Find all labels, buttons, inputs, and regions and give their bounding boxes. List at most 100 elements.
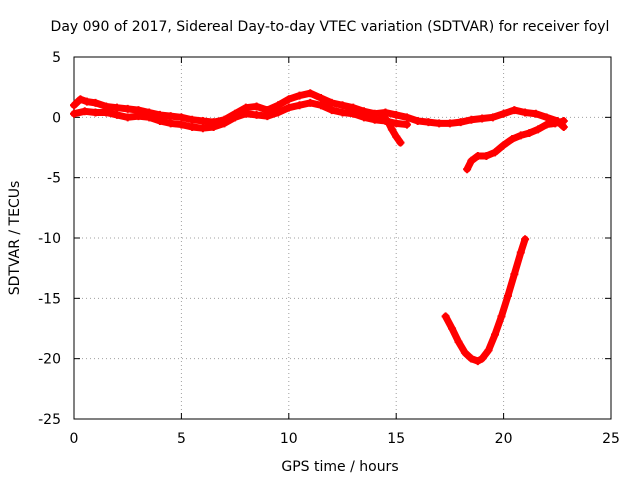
- data-point: [510, 106, 519, 115]
- data-point: [327, 106, 336, 115]
- data-point: [435, 119, 444, 128]
- data-point: [284, 103, 293, 112]
- series-band-lower: [70, 98, 411, 133]
- data-point: [123, 113, 132, 122]
- series-main-band: [70, 89, 568, 131]
- y-tick-label: -5: [47, 171, 61, 187]
- data-point: [533, 125, 542, 134]
- series-trace: [463, 117, 568, 173]
- data-point: [317, 101, 326, 110]
- data-point: [491, 148, 500, 157]
- data-point: [80, 107, 89, 116]
- data-point: [112, 103, 121, 112]
- data-point: [317, 94, 326, 103]
- data-point: [392, 132, 401, 141]
- data-point: [463, 165, 472, 174]
- data-point: [231, 113, 240, 122]
- data-points: [70, 89, 568, 366]
- x-tick-label: 25: [602, 431, 620, 447]
- data-point: [377, 110, 386, 119]
- data-point: [274, 101, 283, 110]
- data-point: [503, 291, 512, 300]
- series-deep-v: [441, 235, 530, 366]
- data-point: [473, 151, 482, 160]
- data-point: [188, 115, 197, 124]
- data-point: [424, 118, 433, 127]
- x-tick-label: 20: [495, 431, 513, 447]
- data-point: [396, 138, 405, 147]
- data-point: [392, 110, 401, 119]
- data-point: [91, 98, 100, 107]
- x-tick-label: 10: [280, 431, 298, 447]
- y-tick-label: -20: [38, 352, 61, 368]
- data-point: [112, 110, 121, 119]
- data-point: [467, 354, 476, 363]
- y-tick-label: -25: [38, 412, 61, 428]
- data-point: [252, 110, 261, 119]
- series-trace: [442, 235, 529, 365]
- data-point: [454, 337, 463, 346]
- data-point: [482, 151, 491, 160]
- data-point: [177, 120, 186, 129]
- axis-ticks: 0 5 10 15 20 25 -25 -20 -15 -10 -5 0 5: [38, 50, 620, 447]
- data-point: [338, 108, 347, 117]
- y-tick-label: 5: [52, 50, 61, 66]
- data-point: [220, 119, 229, 128]
- data-point: [542, 120, 551, 129]
- data-point: [516, 131, 525, 140]
- y-axis-label: SDTVAR / TECUs: [7, 181, 23, 296]
- data-point: [370, 115, 379, 124]
- x-tick-label: 0: [70, 431, 79, 447]
- data-point: [76, 95, 85, 104]
- data-point: [499, 109, 508, 118]
- data-point: [295, 101, 304, 110]
- data-point: [306, 89, 315, 98]
- data-point: [559, 116, 568, 125]
- data-point: [484, 346, 493, 355]
- data-point: [521, 108, 530, 117]
- data-point: [134, 112, 143, 121]
- series-late-branch: [463, 116, 568, 174]
- data-point: [70, 101, 78, 110]
- data-point: [402, 120, 411, 129]
- data-point: [177, 113, 186, 122]
- data-point: [306, 98, 315, 107]
- data-point: [155, 116, 164, 125]
- data-point: [198, 116, 207, 125]
- data-point: [531, 109, 540, 118]
- data-point: [252, 102, 261, 111]
- data-point: [338, 101, 347, 110]
- data-point: [188, 122, 197, 131]
- x-tick-label: 5: [177, 431, 186, 447]
- data-point: [284, 95, 293, 104]
- data-point: [478, 354, 487, 363]
- data-point: [166, 112, 175, 121]
- data-point: [295, 91, 304, 100]
- chart-title: Day 090 of 2017, Sidereal Day-to-day VTE…: [51, 19, 610, 35]
- data-point: [349, 109, 358, 118]
- x-tick-label: 15: [387, 431, 405, 447]
- data-point: [209, 122, 218, 131]
- y-tick-label: -15: [38, 291, 61, 307]
- data-point: [70, 109, 78, 118]
- data-point: [123, 104, 132, 113]
- data-point: [383, 116, 392, 125]
- data-point: [551, 119, 560, 128]
- data-point: [499, 141, 508, 150]
- data-point: [274, 108, 283, 117]
- x-axis-label: GPS time / hours: [281, 459, 398, 475]
- series-dip-15: [377, 110, 405, 147]
- data-point: [516, 248, 525, 257]
- data-point: [241, 109, 250, 118]
- y-tick-label: 0: [52, 110, 61, 126]
- data-point: [467, 115, 476, 124]
- data-point: [166, 119, 175, 128]
- data-point: [448, 324, 457, 333]
- data-point: [456, 118, 465, 127]
- data-point: [497, 312, 506, 321]
- data-point: [198, 124, 207, 133]
- data-point: [525, 129, 534, 138]
- data-point: [82, 97, 91, 106]
- data-point: [102, 108, 111, 117]
